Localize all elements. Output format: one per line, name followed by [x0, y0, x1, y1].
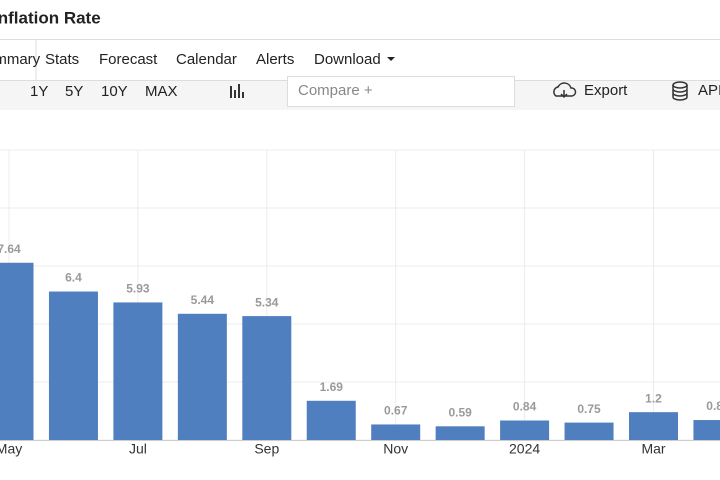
compare-placeholder: Compare +	[298, 82, 373, 99]
bar	[242, 316, 292, 440]
value-label: 1.2	[645, 391, 662, 405]
value-label: 0.59	[448, 405, 472, 419]
nav-tab[interactable]: Download	[314, 51, 381, 68]
bar	[48, 291, 98, 440]
chart: May Jul Sep Nov 2024 Mar 7.64 6.4 5.93 5.44 5.34 1.…	[0, 149, 720, 457]
api-button[interactable]: API	[698, 82, 720, 99]
range-button[interactable]: 10Y	[101, 83, 128, 100]
bar	[113, 302, 163, 440]
export-button[interactable]: Export	[584, 82, 628, 99]
bar	[371, 424, 421, 440]
icon-part	[672, 85, 688, 101]
x-tick-label: Sep	[254, 441, 279, 457]
x-tick-label: Nov	[383, 441, 408, 457]
page-title: Inflation Rate	[0, 8, 101, 27]
header-bg	[0, 0, 720, 40]
icon-part	[234, 90, 236, 98]
bar	[629, 412, 678, 440]
bar	[693, 420, 720, 440]
range-buttons: 1Y 5Y 10Y MAX	[30, 83, 178, 100]
x-tick-label: 2024	[509, 441, 540, 457]
value-label: 7.64	[0, 242, 21, 256]
value-label: 6.4	[65, 271, 82, 285]
bar	[435, 426, 485, 440]
icon-part	[230, 86, 232, 98]
x-tick-label: Jul	[129, 441, 147, 457]
api-icon	[672, 81, 688, 101]
active-tab-bg	[0, 39, 37, 81]
value-label: 0.86	[706, 399, 720, 413]
value-label: 0.75	[577, 402, 601, 416]
value-label: 0.67	[384, 404, 408, 418]
nav-tab[interactable]: Forecast	[99, 51, 158, 68]
x-tick-label: Mar	[641, 441, 665, 457]
icon-part	[242, 92, 244, 98]
range-button[interactable]: 5Y	[65, 83, 83, 100]
export-icon	[553, 82, 577, 99]
nav-tab[interactable]: Alerts	[256, 51, 294, 68]
nav-tab[interactable]: Summary	[0, 51, 41, 68]
tab-bar: SummaryStats Forecast Calendar Alerts Downlo…	[0, 51, 381, 68]
icon-part	[238, 84, 240, 98]
bar	[564, 422, 614, 440]
range-button[interactable]: 1Y	[30, 83, 48, 100]
compare-input[interactable]	[287, 76, 515, 107]
range-button[interactable]: MAX	[145, 83, 178, 100]
value-label: 5.44	[191, 293, 215, 307]
value-label: 1.69	[320, 380, 344, 394]
nav-tab[interactable]: Stats	[45, 51, 79, 68]
bar	[500, 420, 550, 440]
bar	[0, 262, 34, 440]
chart-type-icon[interactable]	[230, 84, 244, 98]
value-label: 5.93	[126, 282, 150, 296]
x-tick-label: May	[0, 441, 22, 457]
nav-tab[interactable]: Calendar	[176, 51, 237, 68]
value-label: 0.84	[513, 400, 537, 414]
caret	[387, 57, 395, 61]
value-label: 5.34	[255, 295, 279, 309]
bar	[306, 400, 356, 440]
bar	[177, 313, 227, 440]
